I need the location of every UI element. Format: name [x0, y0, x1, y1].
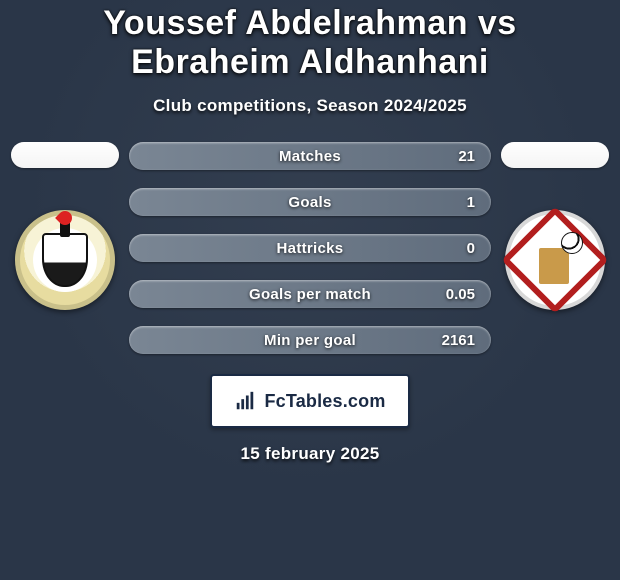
stat-row: Hattricks 0: [129, 234, 491, 262]
stat-value-right: 21: [458, 148, 475, 165]
stat-row: Goals per match 0.05: [129, 280, 491, 308]
stat-value-right: 0.05: [446, 286, 475, 303]
right-player-pill: [501, 142, 609, 168]
subtitle: Club competitions, Season 2024/2025: [153, 96, 467, 116]
left-club-inner: [33, 228, 97, 292]
stat-label: Min per goal: [264, 332, 356, 349]
stat-row: Min per goal 2161: [129, 326, 491, 354]
stat-label: Matches: [279, 148, 341, 165]
left-player-column: [9, 142, 121, 310]
stat-label: Goals per match: [249, 286, 371, 303]
left-player-pill: [11, 142, 119, 168]
stat-label: Goals: [288, 194, 331, 211]
right-player-column: [499, 142, 611, 310]
left-club-badge: [15, 210, 115, 310]
stat-value-right: 0: [467, 240, 475, 257]
right-club-tower-icon: [539, 248, 569, 284]
stat-label: Hattricks: [277, 240, 344, 257]
main-row: Matches 21 Goals 1 Hattricks 0 Goals per match…: [0, 142, 620, 354]
infographic-root: Youssef Abdelrahman vs Ebraheim Aldhanha…: [0, 0, 620, 580]
stat-row: Goals 1: [129, 188, 491, 216]
left-club-shield-icon: [42, 233, 88, 287]
stats-column: Matches 21 Goals 1 Hattricks 0 Goals per match…: [129, 142, 491, 354]
right-club-badge: [505, 210, 605, 310]
brand-box: FcTables.com: [210, 374, 409, 428]
stat-row: Matches 21: [129, 142, 491, 170]
brand-text: FcTables.com: [264, 391, 385, 412]
stat-value-right: 1: [467, 194, 475, 211]
brand-chart-icon: [234, 390, 256, 412]
stat-value-right: 2161: [442, 332, 475, 349]
page-title: Youssef Abdelrahman vs Ebraheim Aldhanha…: [0, 4, 620, 82]
date-text: 15 february 2025: [241, 444, 380, 464]
